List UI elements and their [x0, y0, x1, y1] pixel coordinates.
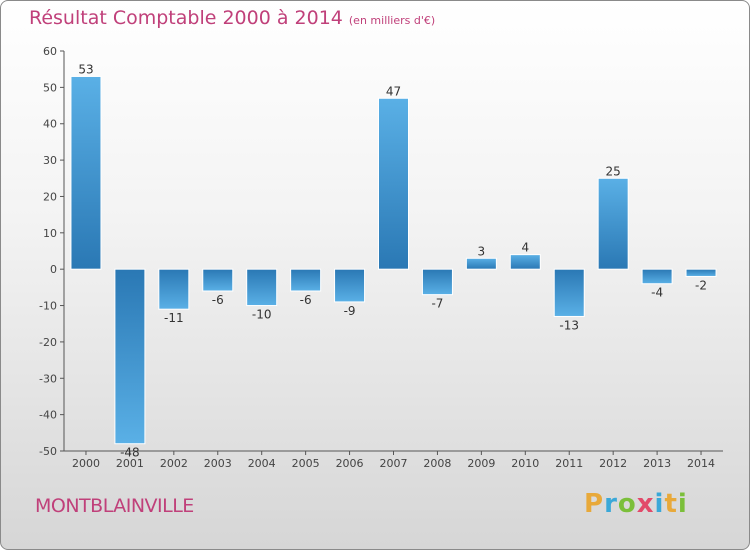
data-label-2007: 47 [386, 84, 401, 98]
data-label-2012: 25 [606, 164, 621, 178]
data-label-2002: -11 [164, 311, 184, 325]
y-tick-label: 60 [43, 45, 57, 58]
bar-2013 [641, 268, 673, 285]
logo-letter: i [654, 489, 665, 519]
logo-letter: x [636, 489, 655, 519]
commune-name: MONTBLAINVILLE [35, 495, 194, 517]
bar-2009 [465, 257, 497, 270]
x-tick-label-2010: 2010 [511, 457, 539, 470]
x-tick-label-2009: 2009 [467, 457, 495, 470]
bar-2000 [70, 75, 102, 270]
x-tick-label-2011: 2011 [555, 457, 583, 470]
y-tick-label: 30 [43, 154, 57, 167]
x-tick-label-2006: 2006 [336, 457, 364, 470]
x-tick-label-2014: 2014 [687, 457, 715, 470]
data-label-2000: 53 [78, 62, 93, 76]
x-tick-label-2007: 2007 [380, 457, 408, 470]
data-label-2004: -10 [252, 308, 272, 322]
logo-letter: P [584, 489, 605, 519]
chart-title: Résultat Comptable 2000 à 2014 (en millie… [29, 7, 435, 29]
data-label-2009: 3 [478, 244, 486, 258]
logo-letter: o [617, 489, 637, 519]
x-tick-label-2000: 2000 [72, 457, 100, 470]
y-tick-label: 50 [43, 81, 57, 94]
y-tick-label: -50 [39, 445, 57, 458]
bar-2010 [509, 254, 541, 270]
x-tick-label-2003: 2003 [204, 457, 232, 470]
proxiti-logo: Proxiti [584, 489, 688, 519]
y-tick-label: -10 [39, 300, 57, 313]
x-tick-label-2012: 2012 [599, 457, 627, 470]
y-tick-label: -20 [39, 336, 57, 349]
x-tick-label-2004: 2004 [248, 457, 276, 470]
x-tick-label-2001: 2001 [116, 457, 144, 470]
x-tick-label-2002: 2002 [160, 457, 188, 470]
bar-2003 [202, 268, 234, 292]
bar-2007 [378, 97, 409, 270]
logo-letter: i [677, 489, 688, 519]
data-label-2014: -2 [695, 278, 707, 292]
bar-2006 [334, 268, 366, 303]
x-tick-label-2005: 2005 [292, 457, 320, 470]
y-tick-label: -40 [39, 409, 57, 422]
x-tick-label-2008: 2008 [423, 457, 451, 470]
y-tick-label: 20 [43, 190, 57, 203]
bar-2011 [553, 268, 585, 317]
bar-2004 [246, 268, 278, 307]
bar-2008 [421, 268, 453, 296]
y-tick-label: 40 [43, 118, 57, 131]
data-label-2006: -9 [344, 304, 356, 318]
y-tick-label: -30 [39, 372, 57, 385]
chart-subtitle: (en milliers d'€) [348, 14, 436, 27]
logo-letter: t [664, 489, 678, 519]
bar-2012 [597, 177, 629, 270]
bar-2002 [158, 268, 190, 310]
y-tick-label: 0 [50, 263, 57, 276]
data-label-2005: -6 [300, 293, 312, 307]
chart-title-text: Résultat Comptable 2000 à 2014 [29, 7, 343, 29]
bar-2014 [685, 268, 717, 277]
bar-2005 [290, 268, 322, 292]
data-label-2013: -4 [651, 286, 663, 300]
data-label-2011: -13 [559, 318, 579, 332]
data-label-2003: -6 [212, 293, 224, 307]
logo-letter: r [604, 489, 618, 519]
x-tick-label-2013: 2013 [643, 457, 671, 470]
y-tick-label: 10 [43, 227, 57, 240]
bar-2001 [114, 268, 146, 445]
data-label-2010: 4 [521, 241, 529, 255]
data-label-2008: -7 [431, 297, 443, 311]
data-label-2001: -48 [120, 446, 140, 460]
